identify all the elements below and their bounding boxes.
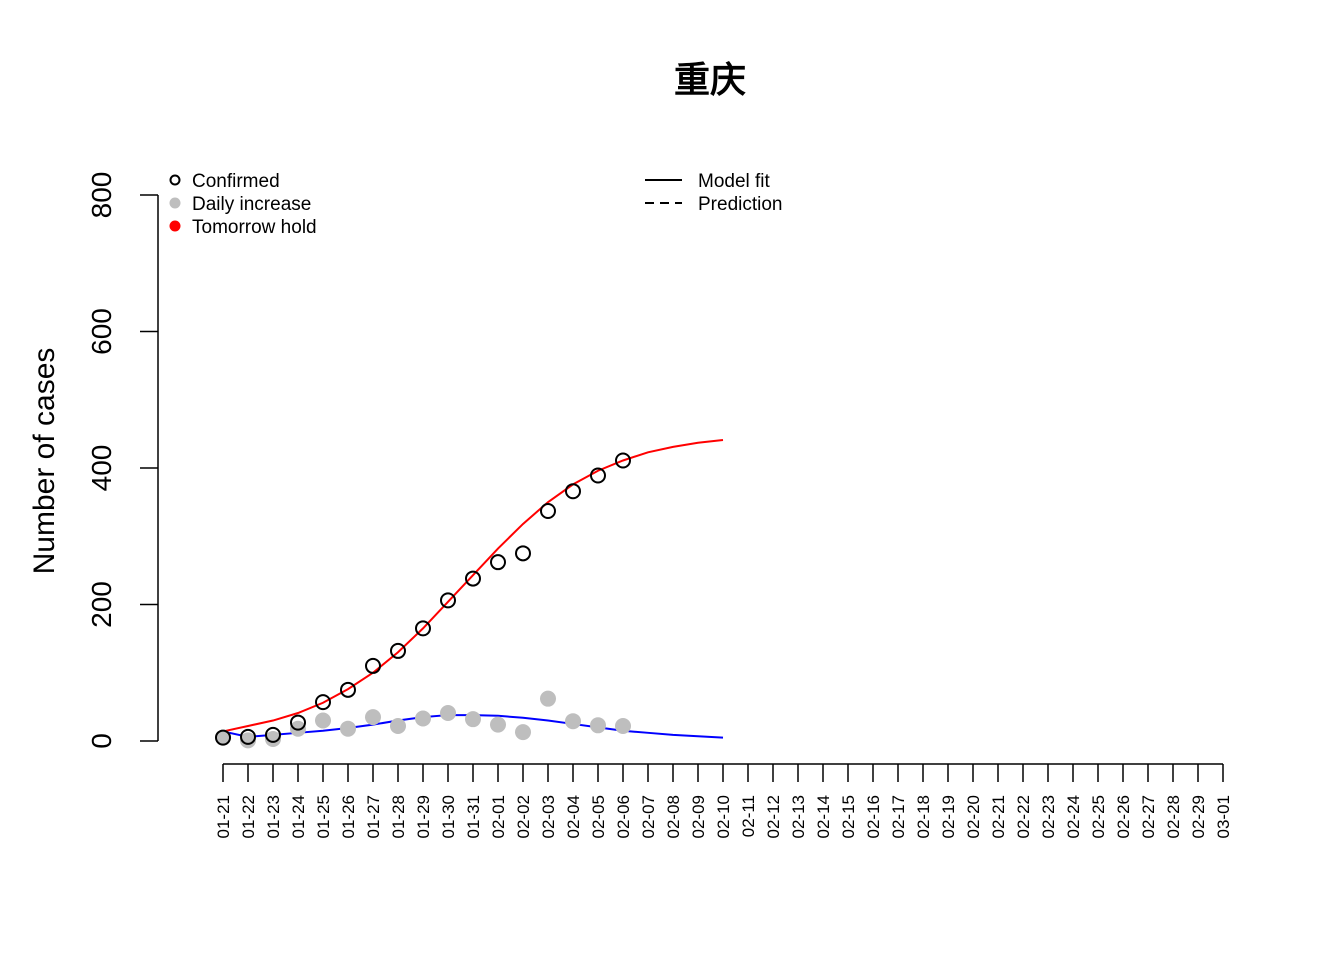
legend-label: Confirmed xyxy=(192,171,280,192)
x-tick-label: 02-06 xyxy=(614,795,633,838)
x-tick-label: 02-19 xyxy=(939,795,958,838)
daily-increase-point xyxy=(365,709,381,726)
x-tick-label: 01-28 xyxy=(389,795,408,838)
y-axis: 0 200 400 600 800 xyxy=(86,172,159,749)
daily-increase-point xyxy=(540,690,556,707)
x-tick-label: 01-24 xyxy=(289,795,308,838)
x-tick-label: 01-27 xyxy=(364,795,383,838)
x-tick-label: 02-18 xyxy=(914,795,933,838)
x-tick-label: 01-31 xyxy=(464,795,483,838)
x-tick-label: 02-14 xyxy=(814,795,833,838)
x-tick-label: 01-29 xyxy=(414,795,433,838)
y-tick-label: 800 xyxy=(86,172,117,219)
legend-confirmed-symbol xyxy=(169,174,181,186)
x-tick-label: 01-30 xyxy=(439,795,458,838)
confirmed-point xyxy=(340,681,356,698)
x-axis: 01-21 01-22 01-23 01-24 01-25 01-26 01-27 01-28… xyxy=(214,763,1233,838)
confirmed-point xyxy=(615,452,631,469)
y-tick-label: 200 xyxy=(86,581,117,628)
confirmed-point xyxy=(240,728,256,745)
x-tick-label: 01-26 xyxy=(339,795,358,838)
x-tick-label: 02-27 xyxy=(1139,795,1158,838)
x-tick-label: 02-03 xyxy=(539,795,558,838)
daily-increase-point xyxy=(315,712,331,729)
x-tick-label: 02-12 xyxy=(764,795,783,838)
confirmed-point xyxy=(265,726,281,743)
x-tick-label: 02-08 xyxy=(664,795,683,838)
x-tick-label: 03-01 xyxy=(1214,795,1233,838)
x-tick-label: 02-15 xyxy=(839,795,858,838)
x-tick-label: 01-23 xyxy=(264,795,283,838)
legend-label: Prediction xyxy=(698,194,783,215)
legend-point-symbol xyxy=(169,220,181,232)
legend-point-symbol xyxy=(169,197,181,209)
series-layer xyxy=(215,439,724,749)
x-tick-label: 02-07 xyxy=(639,795,658,838)
confirmed-point xyxy=(390,642,406,659)
daily-increase-point xyxy=(390,717,406,734)
model-fit-line xyxy=(222,439,724,733)
confirmed-point xyxy=(565,483,581,500)
x-tick-label: 02-05 xyxy=(589,795,608,838)
confirmed-point xyxy=(515,545,531,562)
x-tick-label: 02-13 xyxy=(789,795,808,838)
daily-increase-point xyxy=(490,716,506,733)
y-axis-label: Number of cases xyxy=(28,348,61,575)
confirmed-point xyxy=(315,694,331,711)
x-tick-label: 01-21 xyxy=(214,795,233,838)
daily-increase-point xyxy=(440,705,456,722)
confirmed-point xyxy=(290,714,306,731)
x-tick-label: 02-25 xyxy=(1089,795,1108,838)
x-tick-label: 02-22 xyxy=(1014,795,1033,838)
y-tick-label: 0 xyxy=(86,733,117,749)
legend-label: Daily increase xyxy=(192,194,311,215)
legend-label: Model fit xyxy=(698,171,771,192)
confirmed-point xyxy=(490,554,506,571)
x-tick-label: 02-09 xyxy=(689,795,708,838)
daily-increase-point xyxy=(590,717,606,734)
x-tick-label: 01-25 xyxy=(314,795,333,838)
x-tick-label: 02-26 xyxy=(1114,795,1133,838)
x-tick-label: 02-16 xyxy=(864,795,883,838)
x-tick-label: 02-11 xyxy=(739,795,758,837)
daily-increase-point xyxy=(415,710,431,727)
confirmed-point xyxy=(540,502,556,519)
daily-increase-point xyxy=(265,730,281,747)
daily-increase-point xyxy=(340,720,356,737)
confirmed-point xyxy=(215,729,231,746)
x-tick-label: 02-02 xyxy=(514,795,533,838)
daily-increase-point xyxy=(215,729,231,746)
x-tick-label: 02-21 xyxy=(989,795,1008,838)
y-tick-label: 600 xyxy=(86,308,117,355)
confirmed-point xyxy=(465,570,481,587)
confirmed-point xyxy=(440,592,456,609)
daily-increase-point xyxy=(465,711,481,728)
x-tick-label: 02-20 xyxy=(964,795,983,838)
x-tick-label: 02-17 xyxy=(889,795,908,838)
daily-increase-point xyxy=(240,732,256,749)
daily-increase-point xyxy=(615,717,631,734)
x-tick-label: 02-23 xyxy=(1039,795,1058,838)
confirmed-point xyxy=(415,620,431,637)
x-tick-label: 01-22 xyxy=(239,795,258,838)
x-tick-label: 02-04 xyxy=(564,795,583,838)
y-tick-label: 400 xyxy=(86,445,117,492)
chart-title: 重庆 xyxy=(674,60,746,101)
confirmed-point xyxy=(590,467,606,484)
confirmed-point xyxy=(365,657,381,674)
x-tick-label: 02-24 xyxy=(1064,795,1083,838)
x-tick-label: 02-10 xyxy=(714,795,733,838)
x-tick-label: 02-28 xyxy=(1164,795,1183,838)
x-tick-label: 02-01 xyxy=(489,795,508,838)
legend-label: Tomorrow hold xyxy=(192,217,317,238)
daily-increase-point xyxy=(515,724,531,741)
x-tick-label: 02-29 xyxy=(1189,795,1208,838)
daily-increase-point xyxy=(565,713,581,730)
